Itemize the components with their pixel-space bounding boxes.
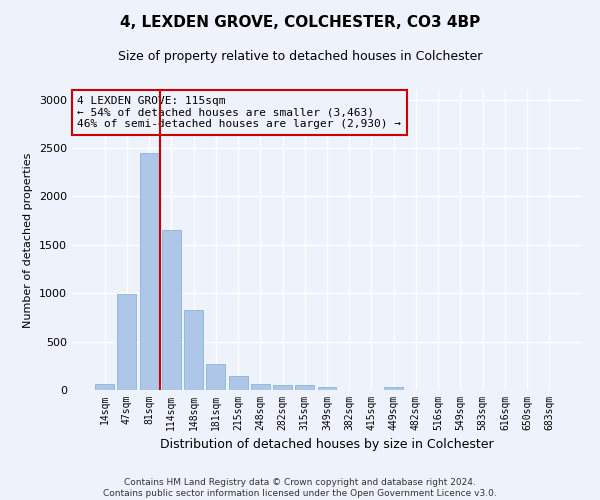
Bar bbox=[273, 385, 292, 390]
Bar bbox=[251, 384, 270, 390]
Bar bbox=[384, 387, 403, 390]
Bar bbox=[162, 230, 181, 390]
Bar bbox=[317, 387, 337, 390]
Bar bbox=[206, 364, 225, 390]
X-axis label: Distribution of detached houses by size in Colchester: Distribution of detached houses by size … bbox=[160, 438, 494, 452]
Text: Contains HM Land Registry data © Crown copyright and database right 2024.
Contai: Contains HM Land Registry data © Crown c… bbox=[103, 478, 497, 498]
Y-axis label: Number of detached properties: Number of detached properties bbox=[23, 152, 34, 328]
Bar bbox=[295, 385, 314, 390]
Bar bbox=[140, 153, 158, 390]
Bar bbox=[118, 294, 136, 390]
Bar bbox=[95, 384, 114, 390]
Text: Size of property relative to detached houses in Colchester: Size of property relative to detached ho… bbox=[118, 50, 482, 63]
Text: 4 LEXDEN GROVE: 115sqm
← 54% of detached houses are smaller (3,463)
46% of semi-: 4 LEXDEN GROVE: 115sqm ← 54% of detached… bbox=[77, 96, 401, 129]
Text: 4, LEXDEN GROVE, COLCHESTER, CO3 4BP: 4, LEXDEN GROVE, COLCHESTER, CO3 4BP bbox=[120, 15, 480, 30]
Bar bbox=[229, 376, 248, 390]
Bar bbox=[184, 310, 203, 390]
